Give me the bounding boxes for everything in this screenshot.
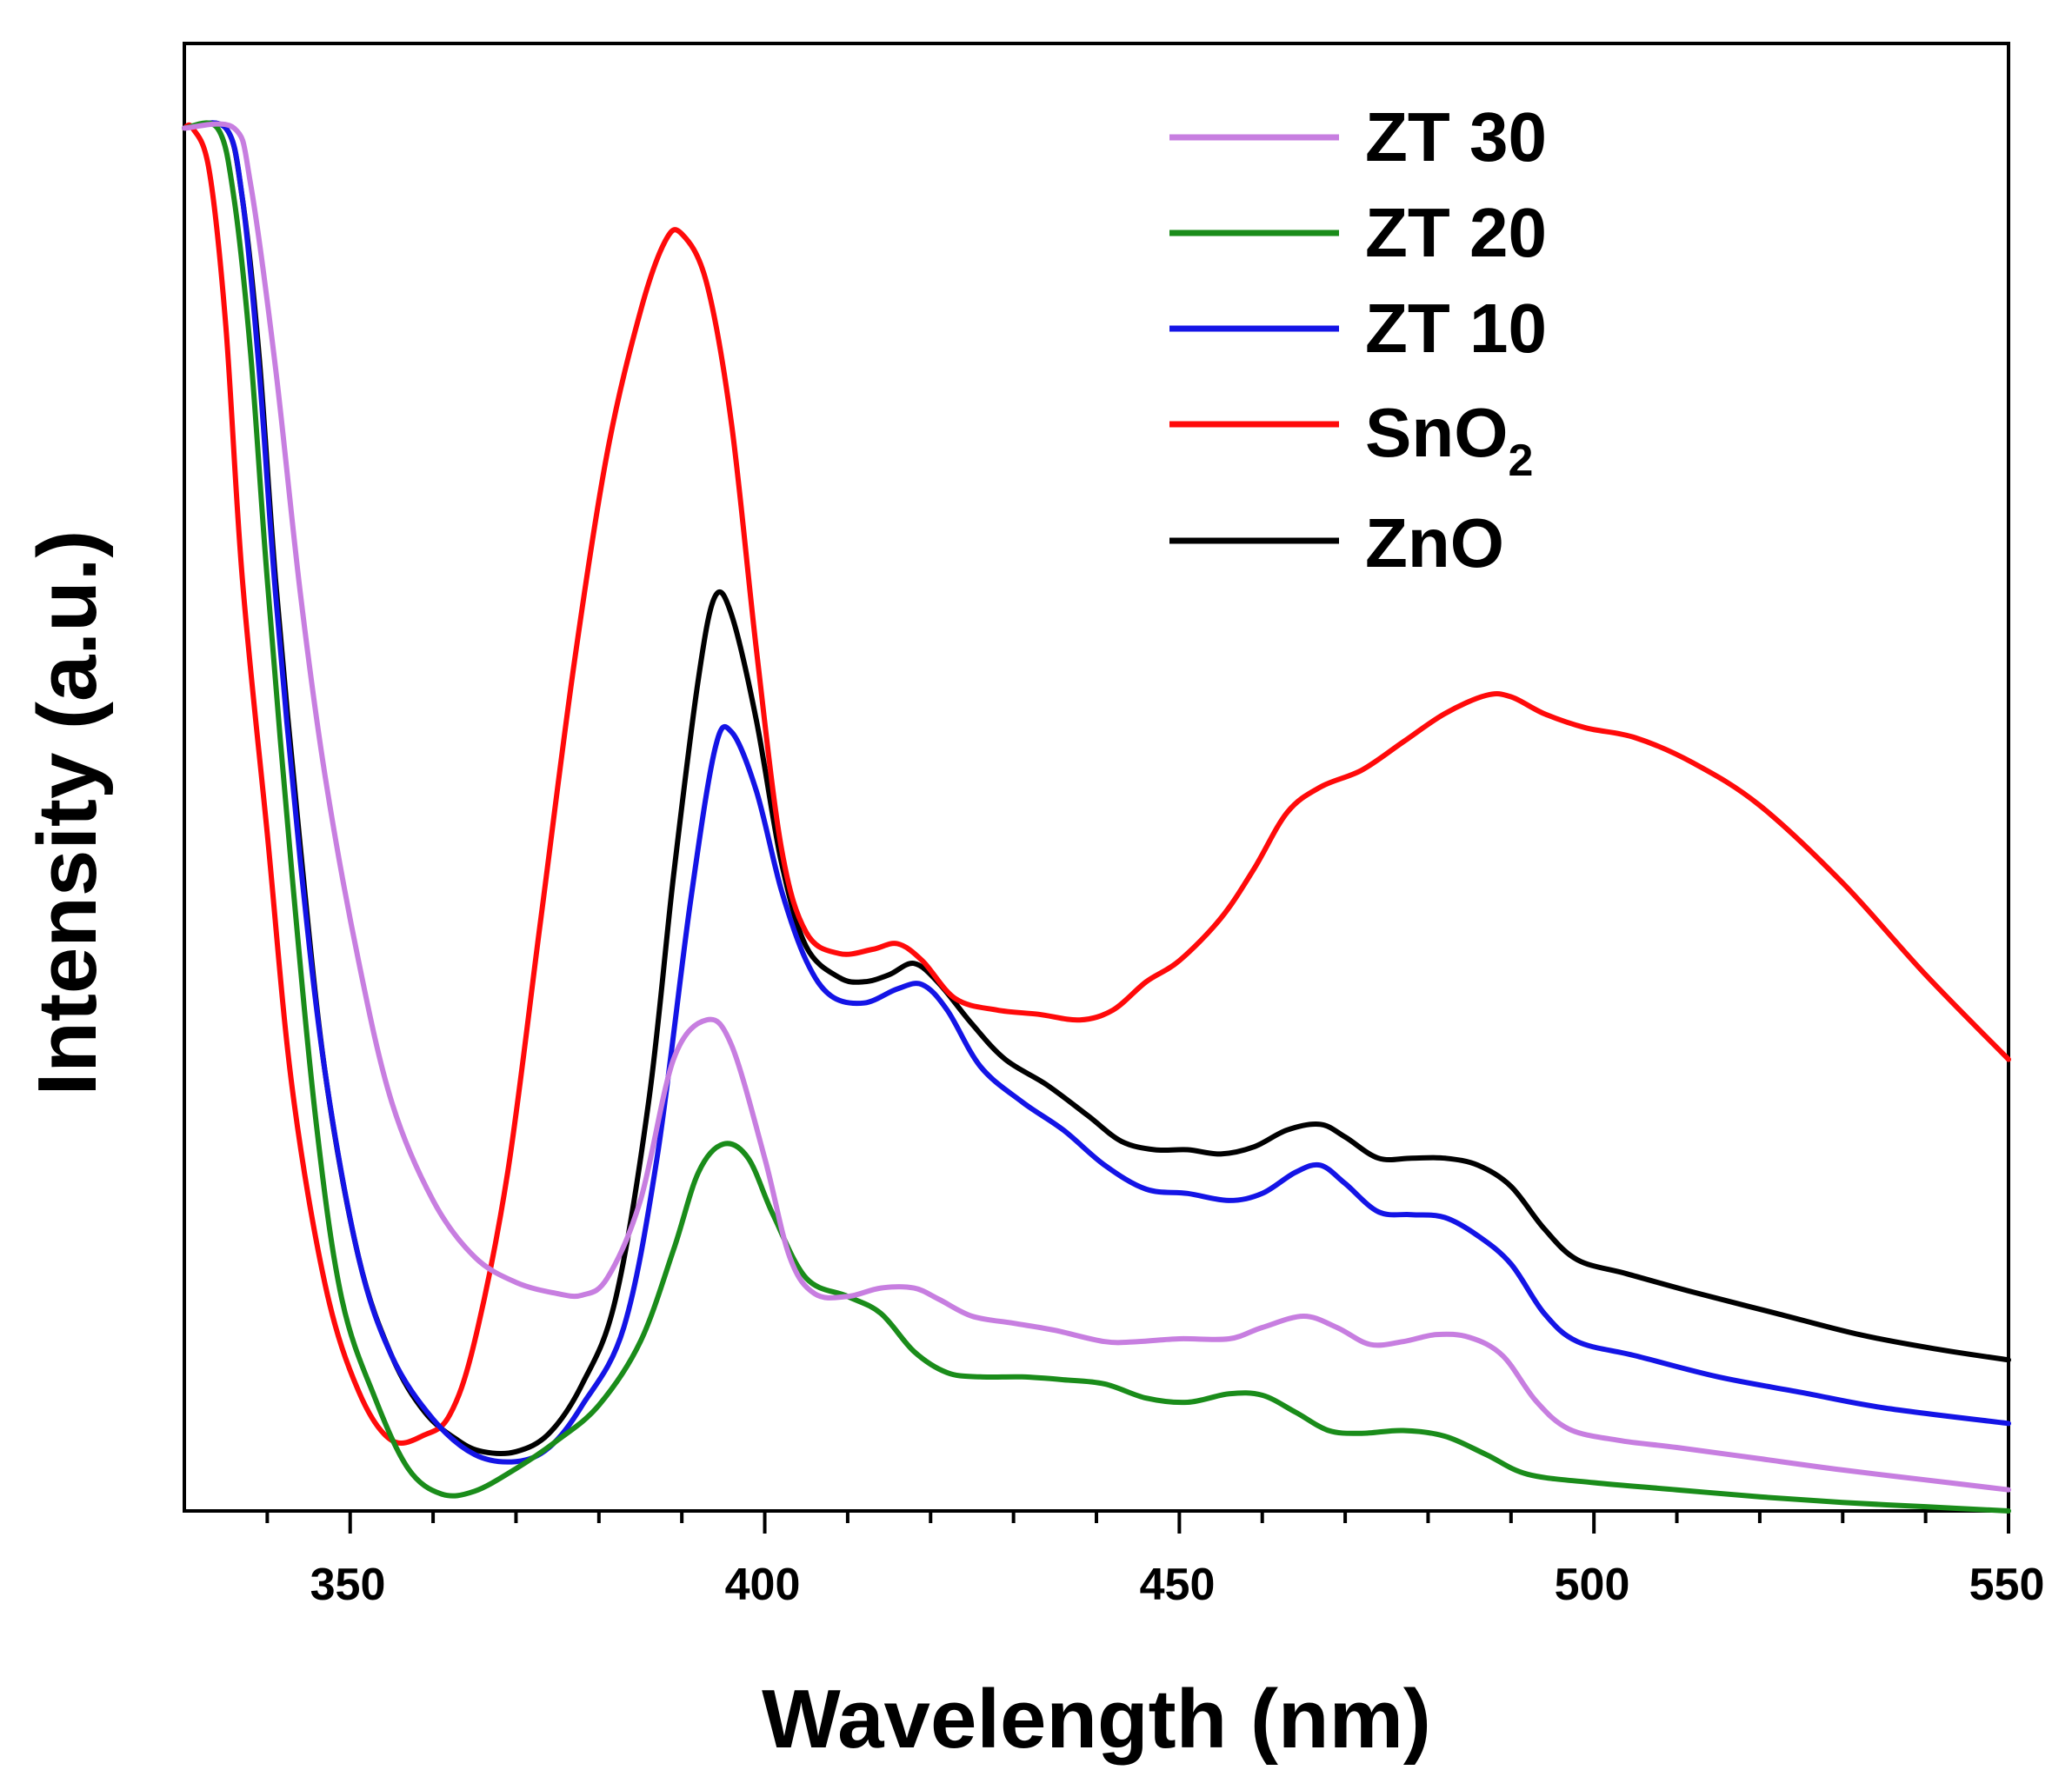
legend-label-sno2: SnO2 bbox=[1365, 394, 1533, 486]
plot-frame bbox=[183, 42, 2010, 1513]
legend-label-zno: ZnO bbox=[1365, 504, 1504, 582]
legend-label-zt10: ZT 10 bbox=[1365, 289, 1547, 367]
series-line-zt30 bbox=[182, 121, 2011, 1493]
x-axis-ticks bbox=[265, 1511, 2010, 1534]
x-tick-label: 400 bbox=[725, 1560, 801, 1610]
series-layer bbox=[182, 120, 2011, 1514]
legend-label-zt30: ZT 30 bbox=[1365, 98, 1547, 176]
y-axis-title: Intensity (a.u.) bbox=[21, 530, 114, 1096]
legend-label-zt20: ZT 20 bbox=[1365, 194, 1547, 271]
x-tick-label: 450 bbox=[1140, 1560, 1216, 1610]
series-line-zt20 bbox=[182, 120, 2011, 1514]
series-line-sno2 bbox=[182, 122, 2011, 1447]
legend: ZT 30 ZT 20 ZT 10 SnO2 ZnO bbox=[1169, 98, 1547, 582]
x-tick-label: 550 bbox=[1969, 1560, 2045, 1610]
x-tick-label: 350 bbox=[310, 1560, 386, 1610]
series-line-zt10 bbox=[182, 120, 2011, 1465]
legend-label-sno2-subscript: 2 bbox=[1508, 436, 1533, 486]
x-axis-title: Wavelength (nm) bbox=[762, 1673, 1431, 1766]
x-tick-label: 500 bbox=[1555, 1560, 1630, 1610]
legend-label-sno2-base: SnO bbox=[1365, 394, 1508, 471]
